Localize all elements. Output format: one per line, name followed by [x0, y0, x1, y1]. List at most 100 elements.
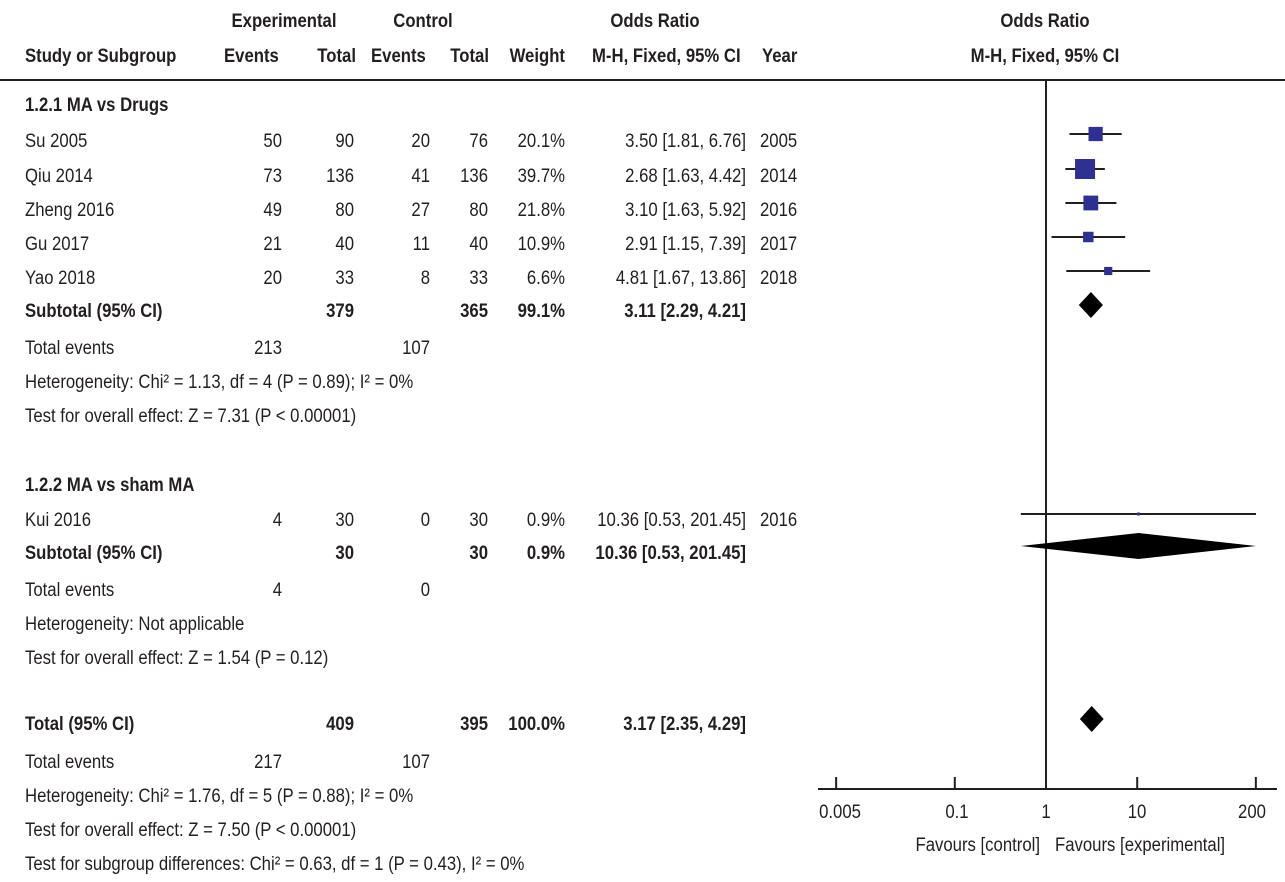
subgroup-differences-text: Test for subgroup differences: Chi² = 0.…: [25, 854, 525, 875]
year: 2016: [760, 510, 798, 531]
weight: 99.1%: [517, 301, 565, 322]
ctrl-total: 395: [460, 714, 488, 735]
weight: 21.8%: [517, 200, 565, 221]
total-events-label: Total events: [25, 338, 115, 359]
axis-tick-label: 0.005: [819, 802, 861, 823]
summary-diamond: [1079, 706, 1104, 732]
exp-total: 30: [335, 510, 354, 531]
axis-tick-label: 0.1: [945, 802, 969, 823]
exp-total: 80: [335, 200, 354, 221]
weight-header: Weight: [509, 46, 565, 67]
heterogeneity-text: Heterogeneity: Chi² = 1.13, df = 4 (P = …: [25, 372, 414, 393]
or-method-header: M-H, Fixed, 95% CI: [592, 46, 741, 67]
ctrl-events-header: Events: [371, 46, 426, 67]
exp-events: 4: [272, 580, 282, 601]
ctrl-events: 27: [411, 200, 430, 221]
control-group-header: Control: [393, 11, 453, 32]
ctrl-total: 80: [469, 200, 488, 221]
weight: 20.1%: [517, 131, 565, 152]
exp-events: 49: [263, 200, 282, 221]
ctrl-events: 107: [402, 338, 430, 359]
total-events-label: Total events: [25, 580, 115, 601]
axis-tick-label: 10: [1127, 802, 1147, 823]
odds-ratio-header: Odds Ratio: [610, 11, 700, 32]
effect-square: [1088, 126, 1103, 142]
exp-events: 217: [254, 752, 282, 773]
or-ci: 2.68 [1.63, 4.42]: [625, 166, 746, 187]
study-column-header: Study or Subgroup: [25, 46, 177, 67]
effect-square: [1075, 159, 1096, 179]
exp-events: 213: [254, 338, 282, 359]
or-ci: 3.10 [1.63, 5.92]: [625, 200, 746, 221]
header-rule: [0, 79, 1285, 81]
study-name: Zheng 2016: [25, 200, 115, 221]
exp-total: 409: [326, 714, 354, 735]
or-ci: 3.11 [2.29, 4.21]: [624, 301, 746, 322]
favours-experimental-label: Favours [experimental]: [1055, 835, 1226, 856]
exp-events: 73: [263, 166, 282, 187]
or-ci: 10.36 [0.53, 201.45]: [597, 510, 746, 531]
ctrl-events: 11: [412, 234, 430, 255]
overall-effect-text: Test for overall effect: Z = 7.50 (P < 0…: [25, 820, 357, 841]
ctrl-total-header: Total: [450, 46, 489, 67]
year: 2016: [760, 200, 798, 221]
year: 2014: [760, 166, 798, 187]
study-name: Kui 2016: [25, 510, 92, 531]
year: 2018: [760, 268, 798, 289]
subgroup-title: 1.2.1 MA vs Drugs: [25, 95, 169, 116]
plot-odds-ratio-header: Odds Ratio: [1000, 11, 1090, 32]
favours-control-label: Favours [control]: [915, 835, 1040, 856]
effect-square: [1104, 266, 1113, 276]
ctrl-total: 40: [469, 234, 488, 255]
total-label: Total (95% CI): [25, 714, 135, 735]
weight: 39.7%: [517, 166, 565, 187]
exp-events: 4: [272, 510, 282, 531]
effect-square: [1083, 231, 1094, 243]
exp-total: 40: [335, 234, 354, 255]
or-ci: 4.81 [1.67, 13.86]: [615, 268, 746, 289]
ctrl-events: 0: [420, 510, 430, 531]
axis-tick-label: 1: [1041, 802, 1051, 823]
axis-tick-label: 200: [1238, 802, 1266, 823]
exp-total: 379: [326, 301, 354, 322]
exp-total: 30: [335, 543, 354, 564]
plot-method-header: M-H, Fixed, 95% CI: [970, 46, 1120, 67]
or-ci: 3.17 [2.35, 4.29]: [623, 714, 746, 735]
exp-events: 20: [263, 268, 282, 289]
summary-diamond: [1078, 292, 1103, 318]
ctrl-events: 8: [420, 268, 430, 289]
exp-events: 50: [263, 131, 282, 152]
weight: 100.0%: [508, 714, 565, 735]
ctrl-total: 30: [469, 543, 488, 564]
weight: 6.6%: [526, 268, 565, 289]
effect-square: [1083, 195, 1099, 211]
subtotal-label: Subtotal (95% CI): [25, 301, 163, 322]
exp-events: 21: [263, 234, 282, 255]
ctrl-total: 76: [469, 131, 488, 152]
ctrl-total: 136: [460, 166, 488, 187]
effect-square: [1137, 512, 1141, 516]
exp-events-header: Events: [224, 46, 279, 67]
weight: 0.9%: [526, 510, 565, 531]
exp-total: 136: [326, 166, 354, 187]
experimental-group-header: Experimental: [231, 11, 337, 32]
overall-effect-text: Test for overall effect: Z = 7.31 (P < 0…: [25, 406, 357, 427]
or-ci: 3.50 [1.81, 6.76]: [625, 131, 746, 152]
study-name: Gu 2017: [25, 234, 90, 255]
heterogeneity-text: Heterogeneity: Not applicable: [25, 614, 245, 635]
ctrl-events: 0: [420, 580, 430, 601]
study-name: Su 2005: [25, 131, 88, 152]
ctrl-events: 20: [411, 131, 430, 152]
exp-total: 33: [335, 268, 354, 289]
ctrl-total: 30: [469, 510, 488, 531]
overall-effect-text: Test for overall effect: Z = 1.54 (P = 0…: [25, 648, 329, 669]
ctrl-total: 33: [469, 268, 488, 289]
heterogeneity-text: Heterogeneity: Chi² = 1.76, df = 5 (P = …: [25, 786, 414, 807]
year-header: Year: [762, 46, 798, 67]
subgroup-title: 1.2.2 MA vs sham MA: [25, 475, 195, 496]
ctrl-events: 107: [402, 752, 430, 773]
year: 2017: [760, 234, 798, 255]
study-name: Yao 2018: [25, 268, 96, 289]
or-ci: 10.36 [0.53, 201.45]: [595, 543, 746, 564]
year: 2005: [760, 131, 798, 152]
